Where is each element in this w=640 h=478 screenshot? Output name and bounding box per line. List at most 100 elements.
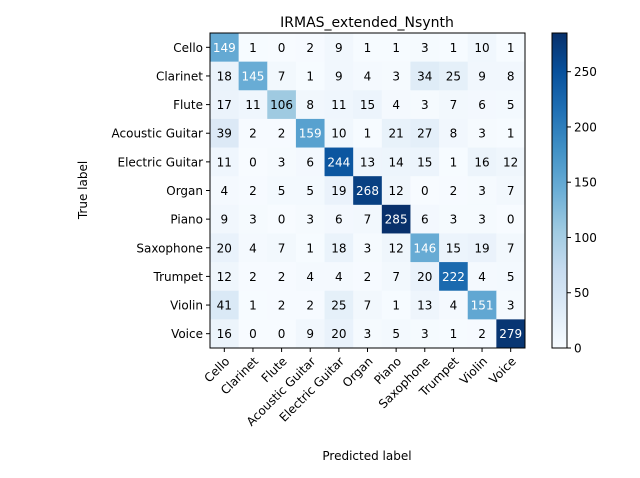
heatmap-cell	[295, 319, 325, 349]
cell-value-label: 1	[450, 41, 458, 55]
cell-value-label: 18	[331, 241, 346, 255]
heatmap-cell	[381, 233, 411, 263]
heatmap-cell	[324, 262, 354, 292]
heatmap-cell	[238, 33, 268, 63]
cell-value-label: 1	[249, 299, 257, 313]
cell-value-label: 34	[417, 69, 432, 83]
heatmap-cell	[439, 319, 469, 349]
heatmap-cell	[496, 118, 526, 148]
heatmap-cell	[381, 90, 411, 120]
heatmap-cell	[410, 90, 440, 120]
heatmap-cell	[467, 204, 497, 234]
cell-value-label: 3	[364, 241, 372, 255]
cell-value-label: 19	[331, 184, 346, 198]
heatmap-cell	[295, 33, 325, 63]
heatmap-cell	[381, 118, 411, 148]
heatmap-cell	[210, 319, 240, 349]
heatmap-cell	[238, 319, 268, 349]
cell-value-label: 7	[278, 241, 286, 255]
heatmap-cell	[496, 90, 526, 120]
cell-value-label: 11	[245, 98, 260, 112]
cell-value-label: 4	[249, 241, 257, 255]
heatmap-cell	[439, 90, 469, 120]
heatmap-cell	[467, 90, 497, 120]
heatmap-cell	[439, 147, 469, 177]
heatmap-cell	[210, 204, 240, 234]
cell-value-label: 9	[335, 69, 343, 83]
heatmap-cell	[410, 233, 440, 263]
x-axis-label: Predicted label	[322, 449, 411, 463]
heatmap-cell	[210, 118, 240, 148]
cell-value-label: 159	[299, 127, 322, 141]
heatmap-cell	[210, 176, 240, 206]
cell-value-label: 4	[364, 69, 372, 83]
heatmap-cell	[238, 118, 268, 148]
heatmap-cell	[238, 147, 268, 177]
heatmap-cell	[353, 319, 383, 349]
heatmap-cell	[439, 262, 469, 292]
cell-value-label: 7	[278, 69, 286, 83]
colorbar-tick-label: 150	[574, 176, 597, 190]
heatmap-cell	[324, 233, 354, 263]
heatmap-cell	[210, 61, 240, 91]
cell-value-label: 13	[417, 299, 432, 313]
heatmap-cell	[496, 61, 526, 91]
cell-value-label: 4	[220, 184, 228, 198]
y-tick-label: Cello	[173, 41, 203, 55]
heatmap-cell	[267, 176, 297, 206]
heatmap-cell	[439, 33, 469, 63]
heatmap-cell	[353, 33, 383, 63]
cell-value-label: 2	[278, 127, 286, 141]
cell-value-label: 9	[335, 41, 343, 55]
cell-value-label: 2	[278, 299, 286, 313]
cell-value-label: 1	[507, 41, 515, 55]
heatmap-cell	[439, 233, 469, 263]
cell-value-label: 244	[327, 155, 350, 169]
heatmap-cell	[267, 147, 297, 177]
heatmap-cell	[324, 61, 354, 91]
heatmap-cell	[210, 33, 240, 63]
cell-value-label: 10	[331, 127, 346, 141]
heatmap-cell	[381, 262, 411, 292]
x-tick-label: Violin	[457, 354, 490, 387]
y-tick-label: Electric Guitar	[117, 155, 203, 169]
heatmap-cell	[267, 118, 297, 148]
heatmap-cell	[295, 118, 325, 148]
cell-value-label: 285	[385, 213, 408, 227]
cell-value-label: 3	[421, 98, 429, 112]
cell-value-label: 12	[503, 155, 518, 169]
cell-value-label: 18	[217, 69, 232, 83]
cell-value-label: 9	[220, 213, 228, 227]
heatmap-cell	[210, 90, 240, 120]
cell-value-label: 9	[306, 327, 314, 341]
cell-value-label: 13	[360, 155, 375, 169]
cell-value-label: 3	[478, 213, 486, 227]
heatmap-cell	[467, 262, 497, 292]
cell-value-label: 12	[388, 241, 403, 255]
cell-value-label: 149	[213, 41, 236, 55]
cell-value-label: 3	[421, 327, 429, 341]
cell-value-label: 146	[413, 241, 436, 255]
heatmap-cell	[295, 147, 325, 177]
cell-value-label: 0	[421, 184, 429, 198]
heatmap-cell	[467, 147, 497, 177]
heatmap-cell	[295, 204, 325, 234]
heatmap-cell	[353, 233, 383, 263]
heatmap-cell	[353, 204, 383, 234]
cell-value-label: 3	[306, 213, 314, 227]
cell-value-label: 3	[450, 213, 458, 227]
cell-value-label: 20	[217, 241, 232, 255]
cell-value-label: 3	[478, 184, 486, 198]
cell-value-label: 6	[335, 213, 343, 227]
cell-value-label: 106	[270, 98, 293, 112]
heatmap-cell	[353, 176, 383, 206]
heatmap-cell	[439, 118, 469, 148]
cell-value-label: 0	[278, 213, 286, 227]
heatmap-cell	[324, 290, 354, 320]
cell-value-label: 11	[331, 98, 346, 112]
cell-value-label: 17	[217, 98, 232, 112]
heatmap-cell	[295, 290, 325, 320]
heatmap-cell	[410, 176, 440, 206]
